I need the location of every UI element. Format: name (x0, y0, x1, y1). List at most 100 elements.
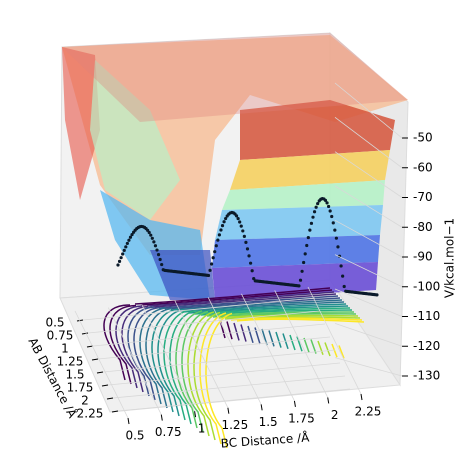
x-tick (111, 410, 119, 413)
trajectory-point (330, 214, 334, 219)
z-axis-label: V/kcal.mol−1 (443, 218, 457, 298)
x-tick-label: 0.5 (45, 316, 64, 330)
trajectory-point (308, 228, 312, 232)
y-tick-label: 1.5 (259, 415, 278, 429)
x-tick (91, 358, 99, 361)
grid-line (334, 185, 403, 228)
grid-line (334, 151, 403, 198)
trajectory-point (314, 205, 318, 209)
trajectory-point (252, 277, 256, 281)
grid-line (97, 336, 331, 360)
trajectory-point (130, 232, 134, 237)
grid-line (107, 362, 341, 386)
contour (109, 304, 137, 385)
y-tick (360, 393, 363, 401)
trajectory-point (249, 261, 253, 265)
z-tick-label: -90 (413, 250, 433, 264)
z-tick-label: -130 (413, 369, 440, 383)
trajectory-point (342, 284, 346, 289)
grid-line (117, 388, 351, 412)
trajectory-point (300, 269, 304, 273)
trajectory-point (127, 238, 131, 242)
grid-line (334, 82, 403, 139)
trajectory-point (247, 254, 251, 258)
y-tick (160, 414, 163, 421)
trajectory-point (213, 250, 217, 254)
trajectory-point (124, 245, 128, 249)
grid-line (334, 219, 403, 258)
trajectory-point (328, 209, 332, 213)
y-tick (194, 411, 197, 418)
trajectory-point (327, 204, 331, 209)
trajectory-point (224, 216, 228, 221)
trajectory-point (250, 269, 254, 273)
trajectory-point (153, 244, 158, 248)
contour (169, 309, 197, 425)
contour (103, 304, 131, 381)
grid-line (241, 293, 295, 402)
trajectory-point (234, 214, 239, 218)
x-tick (106, 397, 114, 400)
trajectory-point (206, 273, 211, 278)
y-tick (227, 407, 230, 414)
trajectory-point (242, 234, 246, 238)
trajectory-point (119, 256, 123, 260)
trajectory-point (217, 233, 221, 237)
contour (158, 295, 339, 344)
trajectory-point (125, 241, 129, 246)
trajectory-point (331, 221, 335, 225)
contour (151, 308, 179, 413)
x-tick-label: 2.25 (77, 407, 104, 421)
trajectory-point (239, 224, 243, 228)
grid-line (334, 322, 403, 347)
trajectory-point (128, 235, 133, 239)
y-tick-label: 2.25 (355, 405, 382, 419)
contour (152, 293, 337, 342)
trajectory-point (238, 220, 242, 224)
grid-line (174, 300, 229, 408)
trajectory-point (160, 262, 164, 267)
contour (224, 315, 361, 357)
grid-line (334, 117, 403, 169)
trajectory-point (121, 252, 125, 256)
trajectory-point (316, 201, 320, 206)
grid-line (207, 297, 262, 405)
contour (181, 310, 209, 433)
trajectory-point (122, 248, 126, 252)
trajectory-point (158, 257, 162, 262)
trajectory-point (150, 236, 154, 240)
trajectory-point (325, 201, 329, 205)
trajectory-point (323, 198, 328, 203)
trajectory-point (152, 240, 156, 244)
contour (194, 307, 351, 351)
trajectory-point (297, 284, 301, 288)
trajectory-point (245, 247, 250, 251)
z-tick-label: -100 (413, 279, 440, 293)
y-tick (327, 397, 330, 404)
grid-line (307, 286, 362, 395)
trajectory-point (333, 228, 337, 232)
grid-line (141, 303, 195, 412)
grid-line (87, 310, 321, 334)
contour (212, 313, 357, 354)
trajectory-point (210, 262, 214, 266)
z-tick-label: -50 (413, 131, 433, 145)
grid-line (74, 310, 129, 419)
contour (199, 312, 227, 445)
trajectory-point (117, 259, 122, 263)
trajectory-point (309, 221, 314, 225)
grid-line (92, 323, 326, 347)
grid-line (334, 288, 403, 317)
trajectory-point (298, 278, 303, 282)
trajectory-point (336, 245, 340, 249)
trajectory-point (216, 238, 220, 242)
x-tick (81, 332, 89, 335)
y-tick-label: 1 (198, 422, 206, 436)
grid-line (82, 297, 316, 321)
y-tick-label: 2 (331, 408, 339, 422)
z-tick-label: -70 (413, 190, 433, 204)
contour (230, 317, 363, 358)
y-tick-label: 1.25 (221, 418, 248, 432)
grid-line (102, 349, 336, 373)
